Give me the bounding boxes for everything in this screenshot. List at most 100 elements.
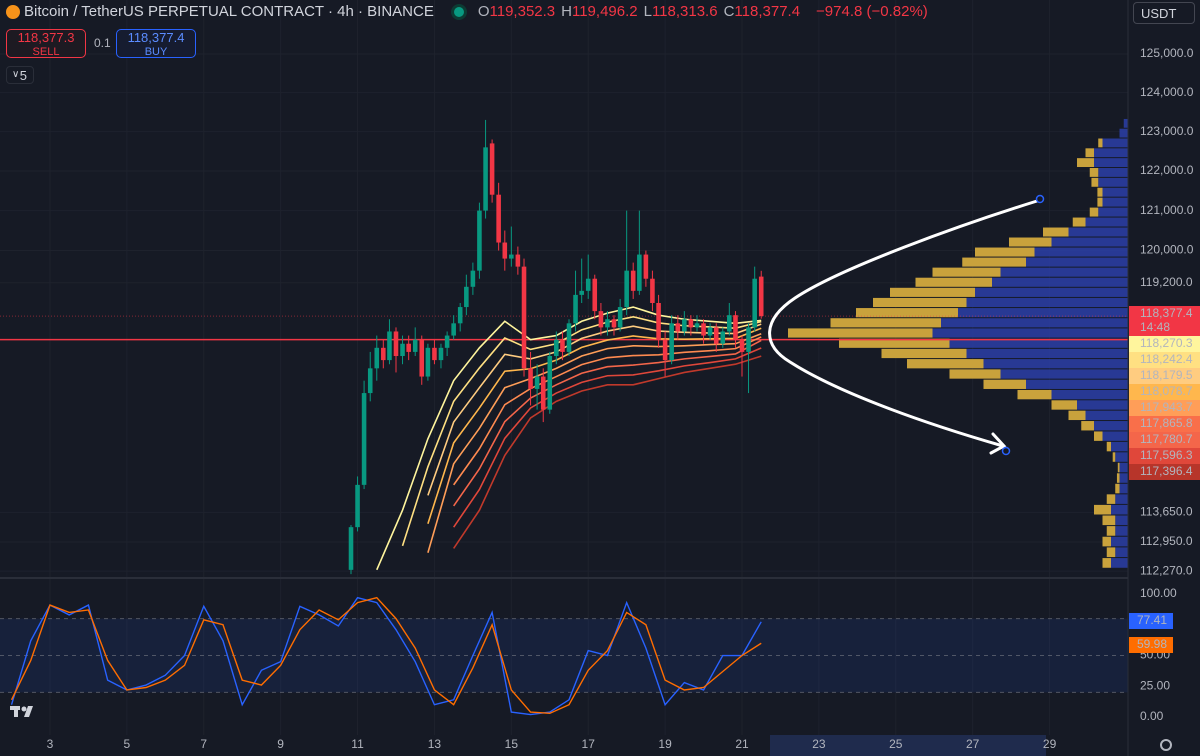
- stoch-badge: [1129, 613, 1173, 629]
- ohlc-value: 118,377.4: [734, 3, 801, 20]
- candle-body: [540, 376, 546, 410]
- volume-profile-down: [1091, 177, 1099, 187]
- price-badge-label: 117,780.7: [1140, 432, 1193, 446]
- volume-profile-down: [1094, 431, 1103, 441]
- stoch-badge-label: 77.41: [1137, 613, 1167, 627]
- candle-body: [419, 339, 425, 377]
- volume-profile-down: [1051, 400, 1077, 410]
- volume-profile-down: [1081, 421, 1094, 431]
- volume-profile-up: [1000, 369, 1128, 379]
- x-tick-label: 27: [966, 737, 980, 751]
- volume-profile-up: [1115, 547, 1128, 558]
- volume-profile-down: [1102, 558, 1111, 568]
- volume-profile-down: [1043, 227, 1069, 237]
- anchor-point[interactable]: [1001, 446, 1011, 456]
- y-tick-label: 121,000.0: [1140, 203, 1194, 217]
- volume-profile-up: [941, 318, 1128, 328]
- volume-profile-up: [1094, 148, 1128, 158]
- volume-profile-up: [932, 328, 1128, 338]
- candle-body: [560, 339, 565, 352]
- x-tick-label: 15: [505, 737, 519, 751]
- volume-profile-down: [975, 247, 1035, 257]
- volume-profile-up: [1111, 536, 1128, 547]
- candle-body: [707, 327, 713, 336]
- y-tick-label: 122,000.0: [1140, 163, 1194, 177]
- volume-profile-down: [890, 287, 975, 297]
- arrow-head: [989, 432, 1007, 455]
- candle-body: [367, 368, 373, 394]
- volume-profile-down: [915, 277, 992, 287]
- x-tick-label: 29: [1043, 737, 1057, 751]
- candle-body: [470, 270, 476, 287]
- symbol-header: Bitcoin / TetherUS PERPETUAL CONTRACT · …: [6, 3, 928, 20]
- order-quantity[interactable]: 0.1: [94, 36, 111, 50]
- ohlc-key: L: [643, 3, 652, 20]
- candle-body: [412, 339, 418, 352]
- x-tick-label: 13: [428, 737, 442, 751]
- volume-profile-down: [1115, 483, 1120, 494]
- indicators-toggle[interactable]: ∨ 5: [6, 66, 34, 84]
- candle-body: [701, 323, 706, 336]
- anchor-point[interactable]: [1035, 194, 1045, 204]
- volume-profile-up: [1111, 504, 1128, 515]
- candle-body: [374, 347, 380, 369]
- ohlc-key: H: [561, 3, 572, 20]
- ohlc-value: 119,352.3: [489, 3, 556, 20]
- candle-body: [444, 335, 450, 348]
- volume-profile-up: [983, 359, 1128, 369]
- ribbon-line: [453, 339, 762, 507]
- volume-profile-up: [1102, 197, 1128, 207]
- volume-profile-down: [1094, 504, 1111, 515]
- volume-profile-up: [966, 348, 1128, 359]
- volume-profile-up: [1051, 389, 1128, 400]
- stoch-badge: [1129, 637, 1173, 653]
- volume-profile-up: [975, 287, 1128, 297]
- candle-body: [457, 307, 463, 324]
- volume-profile-up: [1085, 217, 1128, 227]
- price-badge: [1129, 464, 1200, 480]
- volume-profile-down: [1097, 187, 1103, 197]
- volume-profile-down: [788, 328, 933, 338]
- x-tick-label: 11: [351, 737, 364, 751]
- candle-body: [669, 323, 674, 361]
- volume-profile-down: [1106, 547, 1116, 558]
- price-badge-label: 117,396.4: [1140, 464, 1193, 478]
- volume-profile-down: [1097, 197, 1103, 207]
- y-tick-label: 113,650.0: [1140, 504, 1193, 518]
- candle-body: [573, 294, 578, 324]
- volume-profile-up: [1102, 138, 1128, 148]
- x-tick-label: 25: [889, 737, 903, 751]
- buy-button[interactable]: 118,377.4 BUY: [116, 29, 196, 58]
- volume-profile-down: [983, 379, 1026, 389]
- stoch-line: [10, 596, 762, 715]
- symbol-title[interactable]: Bitcoin / TetherUS PERPETUAL CONTRACT · …: [24, 3, 434, 20]
- price-badge-label: 118,270.3: [1140, 336, 1193, 350]
- volume-profile-down: [1098, 138, 1103, 148]
- y-tick-label: 25.00: [1140, 678, 1170, 692]
- price-badge: [1129, 384, 1200, 400]
- price-badge-label: 118,078.7: [1140, 384, 1193, 398]
- volume-profile-up: [1119, 483, 1128, 494]
- candle-body: [727, 315, 732, 332]
- candle-body: [579, 290, 584, 295]
- candle-body: [489, 143, 495, 195]
- volume-profile-up: [1034, 247, 1128, 257]
- volume-profile-down: [1089, 207, 1099, 217]
- volume-profile-up: [1094, 421, 1128, 431]
- settings-icon[interactable]: [1160, 739, 1172, 751]
- volume-profile-up: [1119, 462, 1128, 473]
- candle-body: [496, 194, 501, 243]
- candle-body: [387, 331, 392, 361]
- candle-body: [521, 266, 527, 369]
- volume-profile-up: [992, 277, 1128, 287]
- volume-profile-up: [1119, 473, 1128, 483]
- candle-body: [483, 147, 488, 211]
- x-tick-label: 17: [582, 737, 596, 751]
- sell-button[interactable]: 118,377.3 SELL: [6, 29, 86, 58]
- volume-profile-up: [958, 308, 1128, 318]
- candle-body: [477, 210, 482, 271]
- currency-selector[interactable]: USDT: [1133, 2, 1195, 24]
- volume-profile-down: [1085, 148, 1094, 158]
- volume-profile-down: [1112, 452, 1116, 462]
